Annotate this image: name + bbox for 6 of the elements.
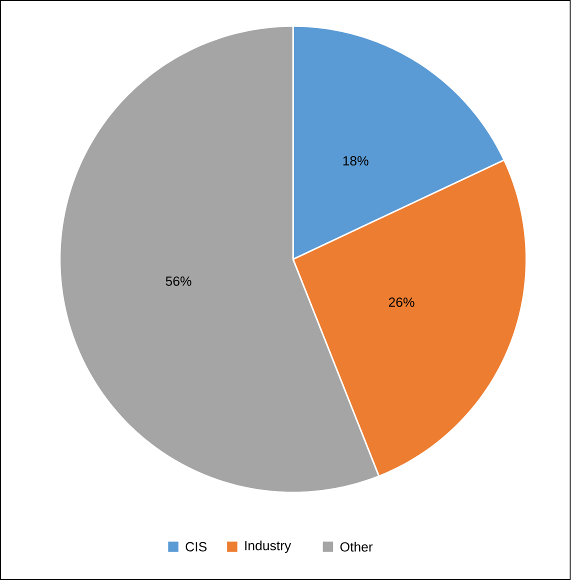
legend-label: Other bbox=[340, 542, 373, 552]
data-label: 26% bbox=[389, 298, 414, 307]
legend-label: Industry bbox=[245, 540, 292, 553]
data-label: 18% bbox=[343, 156, 368, 166]
data-label: 56% bbox=[166, 276, 192, 286]
legend-label: CIS bbox=[186, 542, 207, 552]
